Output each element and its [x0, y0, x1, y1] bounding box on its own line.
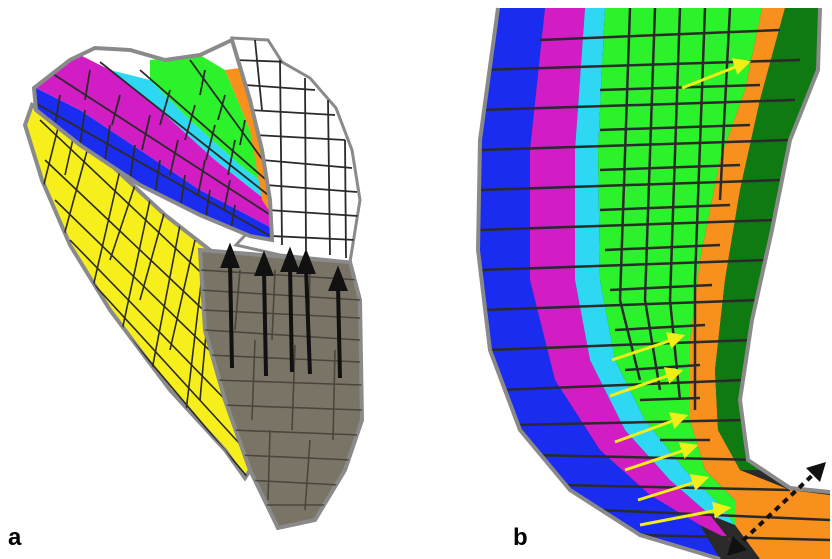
panel-b-outline [475, 7, 721, 559]
yellow-arrow [614, 412, 689, 444]
yellow-arrow [624, 442, 699, 472]
yellow-arrow [637, 474, 710, 502]
black-arrow [254, 250, 274, 377]
black-arrow [280, 246, 300, 373]
yellow-arrow [681, 58, 752, 90]
panel-b-dashed-double-arrow [727, 462, 826, 556]
black-arrow [328, 265, 348, 379]
panel-a-cell-tiers [31, 37, 275, 243]
panel-a: a [8, 36, 365, 551]
panel-a-yellow-tissue [22, 101, 253, 482]
yellow-arrow [609, 367, 684, 398]
yellow-arrow [611, 332, 686, 362]
yellow-arrow [639, 501, 732, 527]
panel-a-black-arrows [220, 242, 348, 379]
black-arrow [220, 242, 240, 369]
panel-a-label: a [8, 524, 22, 551]
panel-b-cell-layers [478, 8, 830, 559]
panel-b-label: b [513, 524, 528, 551]
panel-b-outline-inner [737, 7, 831, 494]
panel-b: b [475, 7, 831, 559]
panel-b-yellow-arrows [609, 58, 752, 527]
black-arrow [296, 248, 316, 375]
